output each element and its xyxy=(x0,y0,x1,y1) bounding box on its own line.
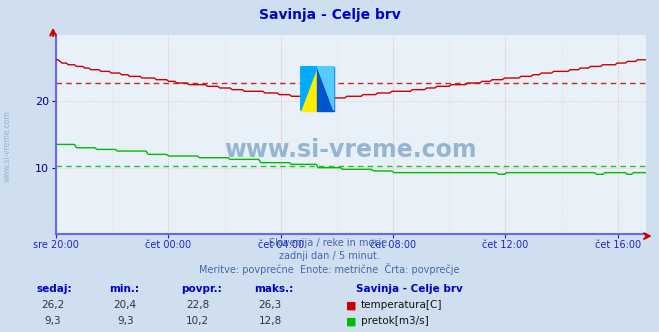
Text: www.si-vreme.com: www.si-vreme.com xyxy=(225,138,477,162)
Text: 26,2: 26,2 xyxy=(41,300,65,310)
Text: maks.:: maks.: xyxy=(254,284,293,294)
Text: www.si-vreme.com: www.si-vreme.com xyxy=(3,110,12,182)
Text: pretok[m3/s]: pretok[m3/s] xyxy=(361,316,429,326)
Text: ■: ■ xyxy=(346,300,357,310)
Text: zadnji dan / 5 minut.: zadnji dan / 5 minut. xyxy=(279,251,380,261)
Text: sedaj:: sedaj: xyxy=(36,284,72,294)
Text: 20,4: 20,4 xyxy=(113,300,137,310)
Text: povpr.:: povpr.: xyxy=(181,284,222,294)
Text: temperatura[C]: temperatura[C] xyxy=(361,300,443,310)
Text: 12,8: 12,8 xyxy=(258,316,282,326)
Text: 22,8: 22,8 xyxy=(186,300,210,310)
Text: Savinja - Celje brv: Savinja - Celje brv xyxy=(258,8,401,22)
Text: 26,3: 26,3 xyxy=(258,300,282,310)
Polygon shape xyxy=(317,67,334,111)
Text: 9,3: 9,3 xyxy=(117,316,134,326)
Text: Slovenija / reke in morje.: Slovenija / reke in morje. xyxy=(269,238,390,248)
Text: Meritve: povprečne  Enote: metrične  Črta: povprečje: Meritve: povprečne Enote: metrične Črta:… xyxy=(199,263,460,275)
Text: 9,3: 9,3 xyxy=(44,316,61,326)
Polygon shape xyxy=(317,67,334,111)
Text: min.:: min.: xyxy=(109,284,139,294)
Text: 10,2: 10,2 xyxy=(186,316,210,326)
Polygon shape xyxy=(301,67,317,111)
Polygon shape xyxy=(301,67,317,111)
Text: Savinja - Celje brv: Savinja - Celje brv xyxy=(356,284,463,294)
Text: ■: ■ xyxy=(346,316,357,326)
